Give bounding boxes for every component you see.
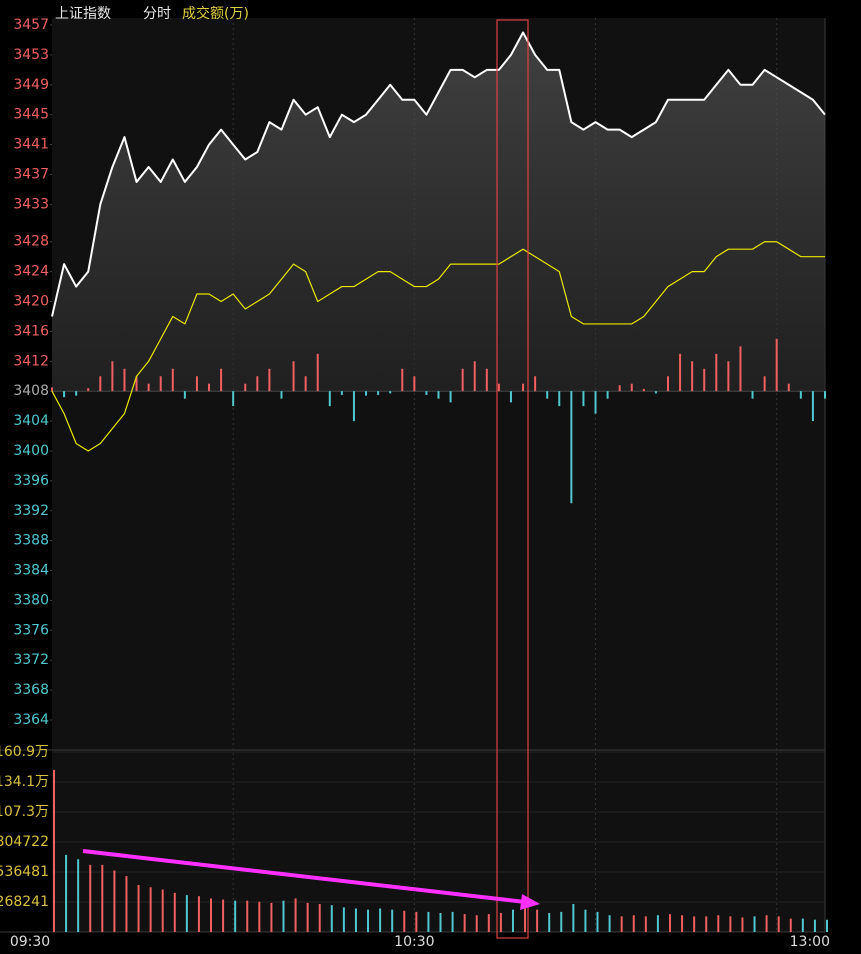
y-tick-label: 3416 <box>13 323 49 339</box>
y-tick-label: 3388 <box>13 533 49 549</box>
y-tick-label: 3400 <box>13 443 49 459</box>
series-line <box>51 241 825 452</box>
y-tick-label: 3441 <box>13 137 49 153</box>
volume-tick-label: 160.9万 <box>0 744 49 760</box>
y-tick-label: 3420 <box>13 294 49 310</box>
volume-label: 成交额(万) <box>182 5 249 22</box>
y-tick-label: 3445 <box>13 107 49 123</box>
index-name: 上证指数 <box>55 6 111 22</box>
y-tick-label: 3412 <box>13 353 49 369</box>
series-line <box>51 31 826 317</box>
highlight-box <box>496 19 529 939</box>
x-tick-label: 13:00 <box>790 934 830 950</box>
y-tick-label: 3404 <box>13 413 49 429</box>
volume-tick-label: 268241 <box>0 894 49 910</box>
y-tick-label: 3449 <box>13 77 49 93</box>
x-tick-label: 09:30 <box>10 934 50 950</box>
price-area <box>52 32 825 392</box>
volume-tick-label: 134.1万 <box>0 774 49 790</box>
y-tick-label: 3380 <box>13 592 49 608</box>
y-tick-label: 3364 <box>13 712 49 728</box>
y-tick-label: 3372 <box>13 652 49 668</box>
arrow-head <box>520 894 540 910</box>
y-tick-label: 3392 <box>13 503 49 519</box>
y-tick-label: 3437 <box>13 166 49 182</box>
y-tick-label: 3428 <box>13 234 49 250</box>
y-tick-label: 3453 <box>13 47 49 63</box>
arrow-line <box>82 849 526 904</box>
y-tick-label: 3424 <box>13 264 49 280</box>
y-tick-label: 3433 <box>13 196 49 212</box>
mode-label: 分时 <box>143 6 171 22</box>
y-tick-label: 3376 <box>13 622 49 638</box>
volume-tick-label: 804722 <box>0 834 49 850</box>
y-tick-label: 3368 <box>13 682 49 698</box>
y-tick-label: 3384 <box>13 563 49 579</box>
x-tick-label: 10:30 <box>394 934 434 950</box>
y-tick-label: 3408 <box>13 383 49 399</box>
volume-tick-label: 536481 <box>0 864 49 880</box>
y-tick-label: 3396 <box>13 473 49 489</box>
y-tick-label: 3457 <box>13 17 49 33</box>
volume-tick-label: 107.3万 <box>0 804 49 820</box>
